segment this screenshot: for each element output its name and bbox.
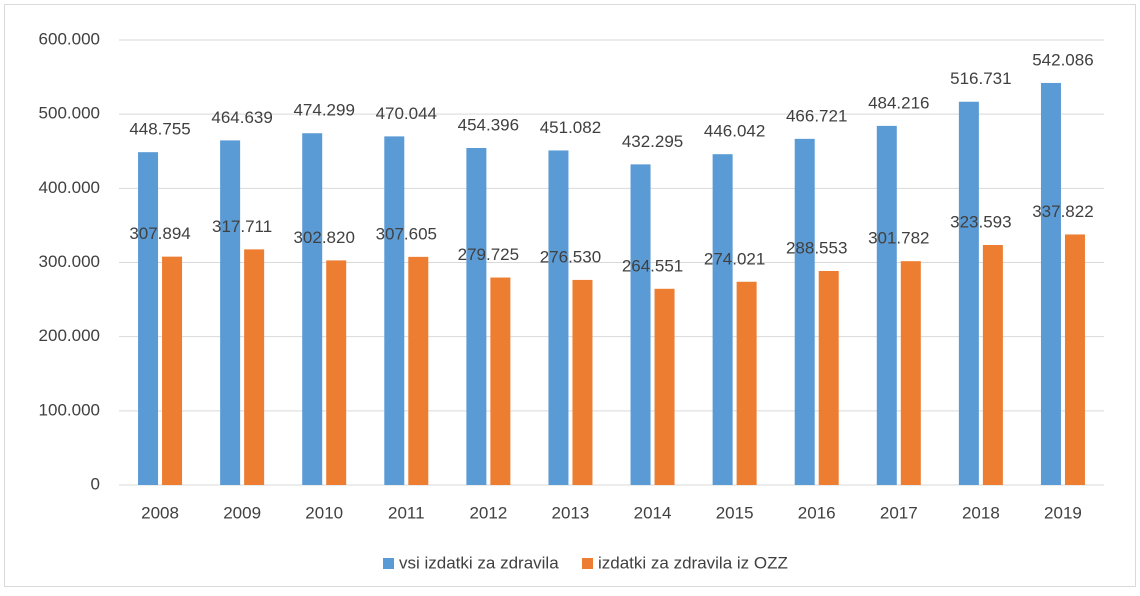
bar bbox=[1040, 82, 1061, 485]
bar bbox=[162, 256, 183, 485]
data-label: 274.021 bbox=[704, 249, 765, 268]
data-label: 288.553 bbox=[786, 238, 847, 257]
x-tick-label: 2013 bbox=[552, 503, 590, 522]
data-label: 264.551 bbox=[622, 256, 683, 275]
x-tick-label: 2017 bbox=[880, 503, 918, 522]
bar bbox=[712, 154, 733, 485]
data-label: 307.605 bbox=[376, 224, 437, 243]
x-tick-label: 2015 bbox=[716, 503, 754, 522]
y-tick-label: 500.000 bbox=[39, 104, 100, 123]
y-tick-label: 400.000 bbox=[39, 178, 100, 197]
data-label: 276.530 bbox=[540, 247, 601, 266]
bar bbox=[654, 288, 675, 485]
bar bbox=[1064, 234, 1085, 485]
bar bbox=[220, 140, 241, 485]
data-label: 317.711 bbox=[212, 217, 272, 236]
bar bbox=[408, 256, 429, 485]
data-label: 470.044 bbox=[376, 104, 437, 123]
bar bbox=[138, 152, 159, 485]
bar bbox=[876, 125, 897, 485]
bar bbox=[326, 260, 347, 485]
bar bbox=[384, 136, 405, 485]
x-tick-label: 2018 bbox=[962, 503, 1000, 522]
legend-label: izdatki za zdravila iz OZZ bbox=[598, 553, 788, 572]
bar bbox=[244, 249, 265, 485]
legend-swatch bbox=[383, 558, 394, 569]
bar bbox=[736, 281, 757, 485]
y-tick-label: 300.000 bbox=[39, 252, 100, 271]
x-tick-label: 2011 bbox=[388, 503, 425, 522]
data-label: 337.822 bbox=[1032, 202, 1093, 221]
bar bbox=[630, 164, 651, 485]
data-label: 301.782 bbox=[868, 229, 929, 248]
data-label: 466.721 bbox=[786, 106, 847, 125]
data-label: 451.082 bbox=[540, 118, 601, 137]
data-label: 474.299 bbox=[293, 101, 354, 120]
x-tick-label: 2014 bbox=[634, 503, 672, 522]
y-tick-label: 100.000 bbox=[39, 400, 100, 419]
data-label: 446.042 bbox=[704, 122, 765, 141]
bar bbox=[982, 245, 1003, 485]
legend-label: vsi izdatki za zdravila bbox=[399, 553, 559, 572]
bar bbox=[490, 277, 511, 485]
data-label: 542.086 bbox=[1032, 50, 1093, 69]
x-tick-label: 2010 bbox=[305, 503, 343, 522]
data-label: 448.755 bbox=[129, 120, 190, 139]
data-label: 323.593 bbox=[950, 212, 1011, 231]
data-label: 432.295 bbox=[622, 132, 683, 151]
data-label: 484.216 bbox=[868, 93, 929, 112]
data-label: 302.820 bbox=[293, 228, 354, 247]
bar bbox=[302, 133, 323, 485]
x-tick-label: 2016 bbox=[798, 503, 836, 522]
bar bbox=[958, 101, 979, 485]
bar bbox=[548, 150, 569, 485]
x-tick-label: 2019 bbox=[1044, 503, 1082, 522]
data-label: 454.396 bbox=[458, 115, 519, 134]
legend-swatch bbox=[582, 558, 593, 569]
y-tick-label: 0 bbox=[91, 474, 100, 493]
bar bbox=[900, 261, 921, 485]
y-tick-label: 600.000 bbox=[39, 29, 100, 48]
data-label: 307.894 bbox=[129, 224, 190, 243]
chart-border bbox=[4, 4, 1136, 587]
bar bbox=[466, 147, 487, 486]
y-tick-label: 200.000 bbox=[39, 326, 100, 345]
bar bbox=[794, 138, 815, 486]
bar bbox=[818, 270, 839, 485]
data-label: 464.639 bbox=[211, 108, 272, 127]
data-label: 279.725 bbox=[458, 245, 519, 264]
data-label: 516.731 bbox=[950, 69, 1011, 88]
x-tick-label: 2012 bbox=[469, 503, 507, 522]
bar bbox=[572, 279, 593, 485]
x-tick-label: 2008 bbox=[141, 503, 179, 522]
x-tick-label: 2009 bbox=[223, 503, 261, 522]
